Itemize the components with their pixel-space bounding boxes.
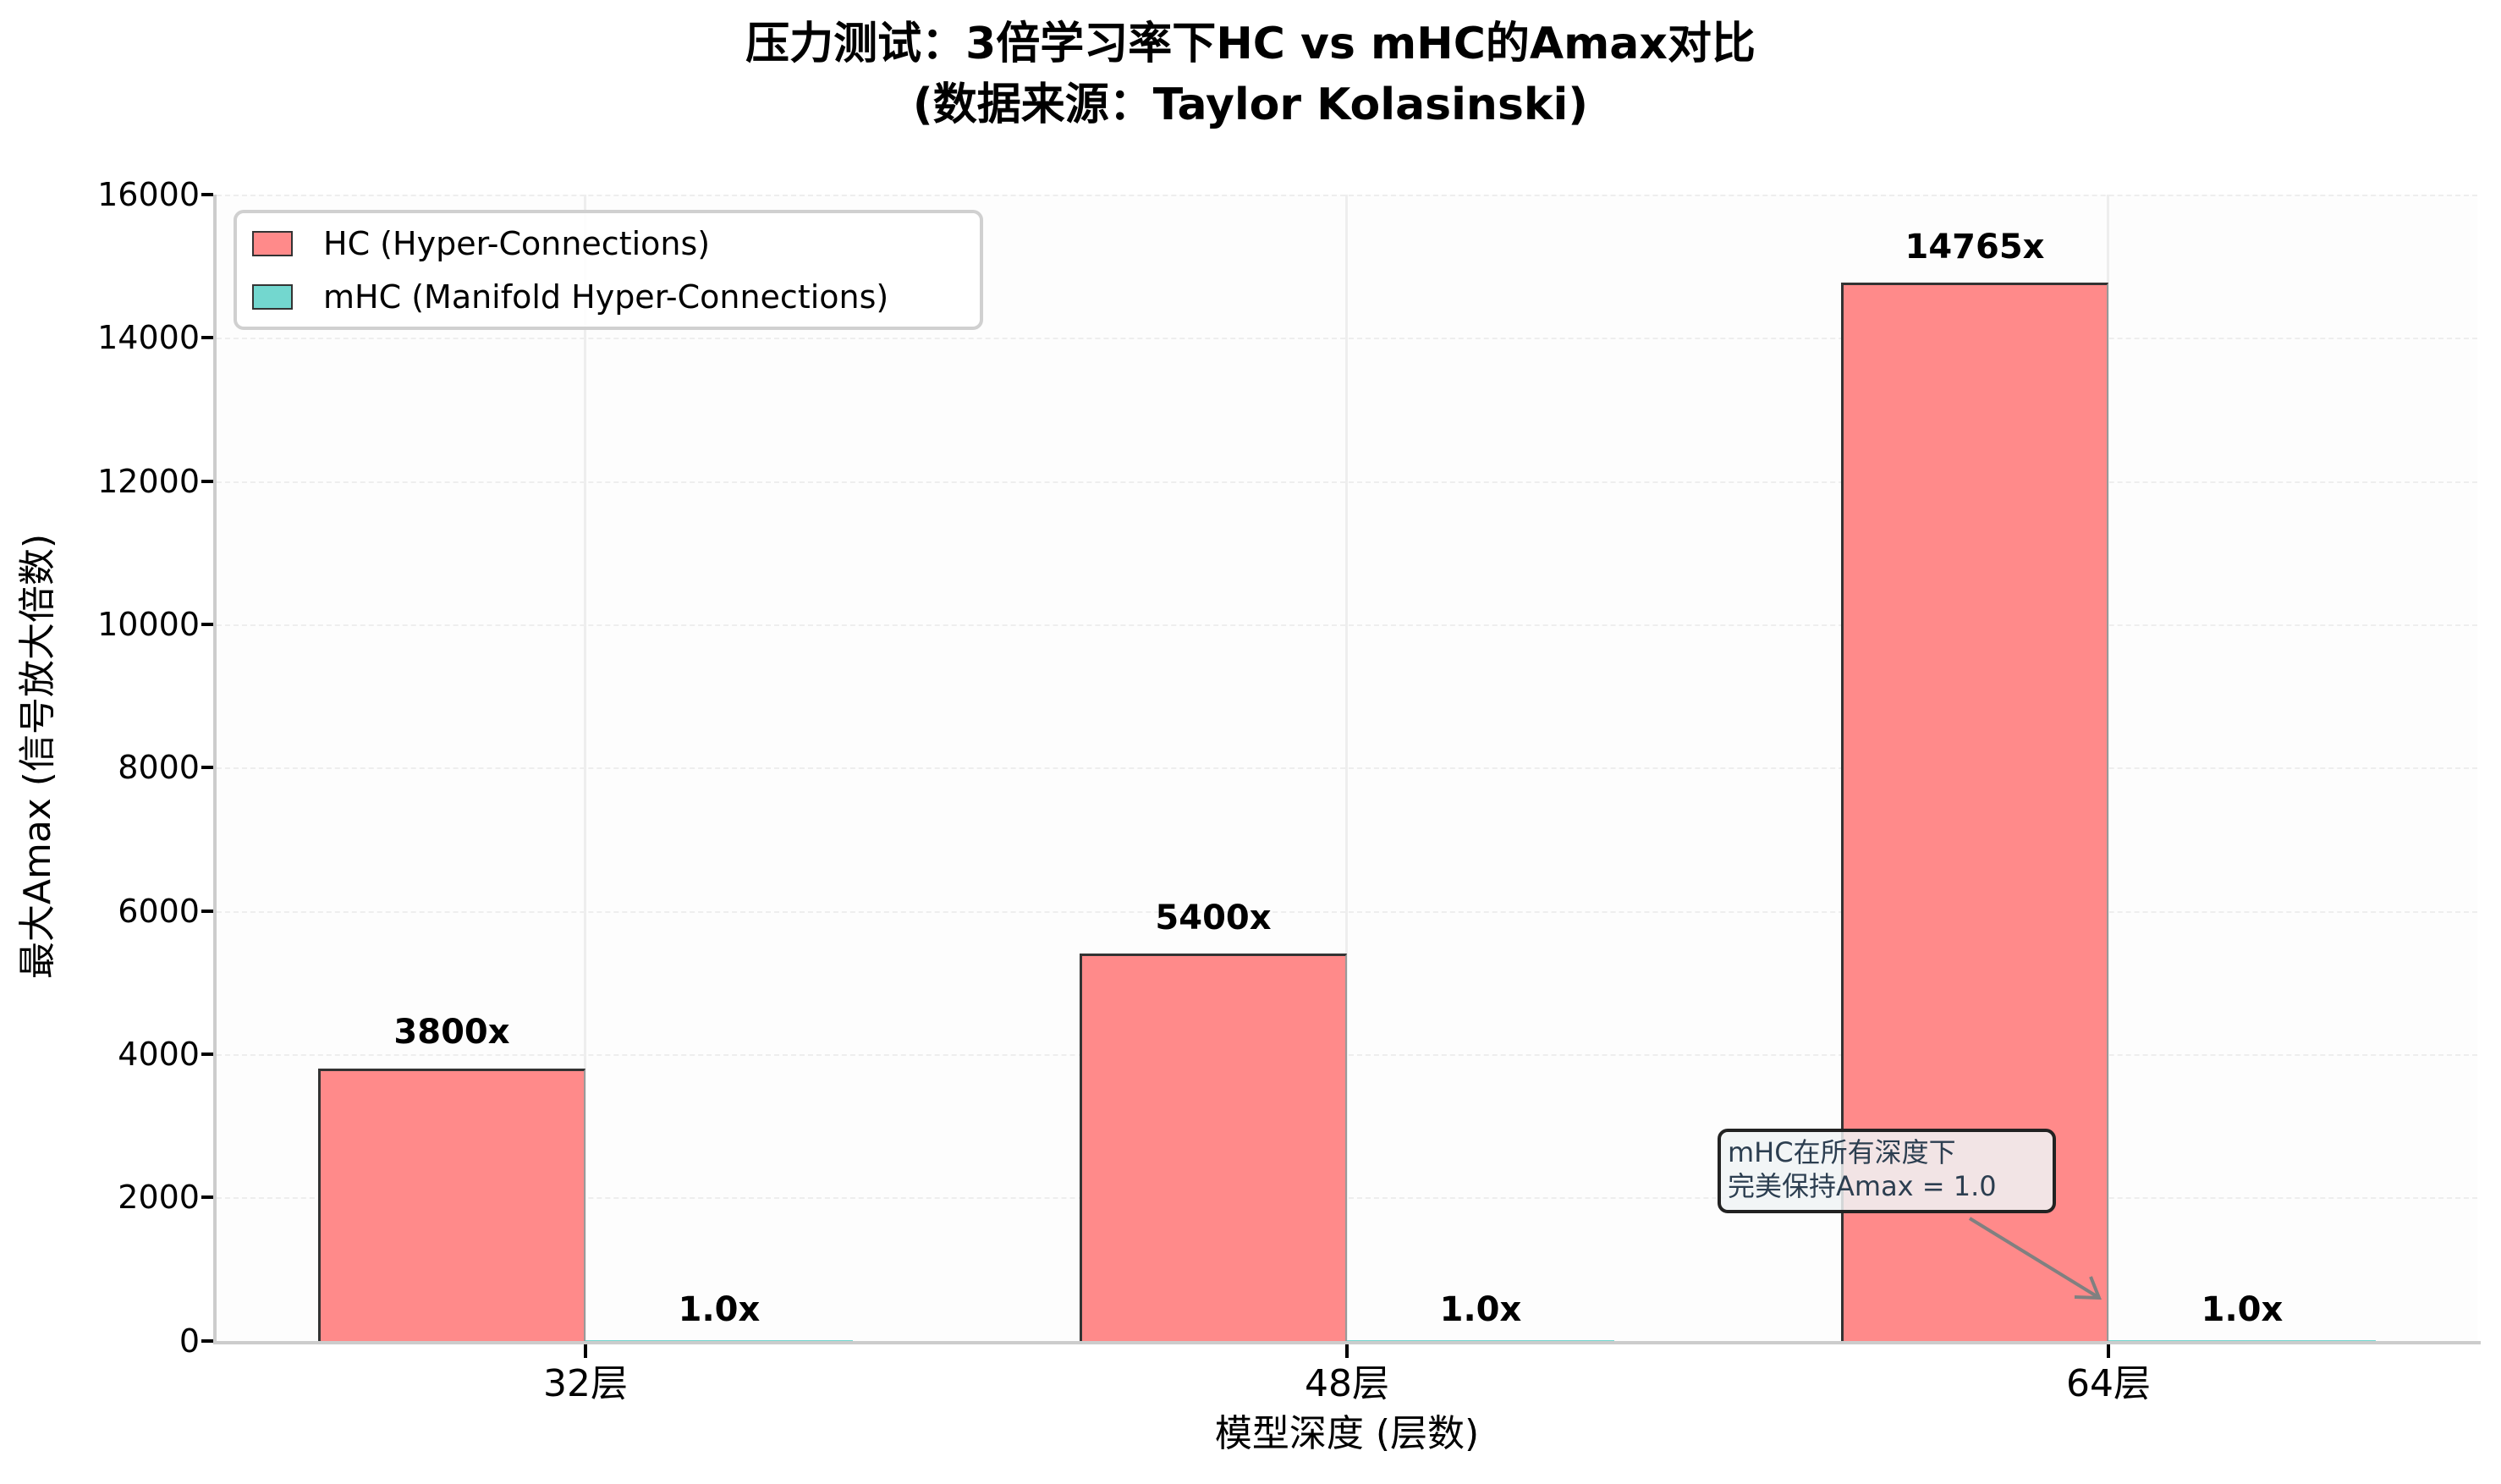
- y-tick-label: 10000: [97, 606, 200, 643]
- y-tick-mark: [201, 193, 213, 196]
- x-axis-label: 模型深度 (层数): [1214, 1412, 1480, 1455]
- x-tick-mark: [1345, 1344, 1349, 1358]
- legend-label-hc: HC (Hyper-Connections): [323, 225, 711, 262]
- y-tick-mark: [201, 336, 213, 339]
- y-tick-label: 16000: [97, 176, 200, 213]
- legend-swatch-hc: [252, 231, 293, 256]
- bar-hc-32[interactable]: [318, 1069, 585, 1341]
- annotation-line-2: 完美保持Amax = 1.0: [1728, 1170, 1997, 1202]
- y-tick-label: 8000: [118, 749, 200, 786]
- bar-mhc-48[interactable]: [1347, 1340, 1614, 1341]
- legend-label-mhc: mHC (Manifold Hyper-Connections): [323, 278, 889, 316]
- y-tick-label: 0: [179, 1322, 200, 1360]
- y-tick-label: 6000: [118, 893, 200, 930]
- y-tick-mark: [201, 1339, 213, 1343]
- y-tick-label: 4000: [118, 1036, 200, 1073]
- legend-swatch-mhc: [252, 284, 293, 310]
- x-tick-label-48: 48层: [1305, 1362, 1389, 1405]
- x-tick-label-32: 32层: [543, 1362, 628, 1405]
- annotation-box: mHC在所有深度下 完美保持Amax = 1.0: [1718, 1129, 2056, 1213]
- y-tick-mark: [201, 766, 213, 769]
- y-tick-label: 14000: [97, 319, 200, 356]
- x-tick-mark: [2107, 1344, 2110, 1358]
- bar-mhc-64[interactable]: [2108, 1340, 2376, 1341]
- y-tick-mark: [201, 1195, 213, 1199]
- legend: HC (Hyper-Connections) mHC (Manifold Hyp…: [234, 210, 983, 330]
- legend-item-mhc[interactable]: mHC (Manifold Hyper-Connections): [252, 278, 889, 316]
- y-tick-mark: [201, 1053, 213, 1056]
- annotation-line-1: mHC在所有深度下: [1728, 1136, 1956, 1168]
- value-label-mhc-48: 1.0x: [1439, 1290, 1522, 1329]
- grid-line-x-48: [1345, 195, 1348, 1341]
- bar-hc-48[interactable]: [1080, 954, 1347, 1341]
- chart-title: 压力测试：3倍学习率下HC vs mHC的Amax对比: [745, 19, 1756, 69]
- y-axis-label: 最大Amax (信号放大倍数): [16, 533, 59, 980]
- grid-line-x-32: [584, 195, 586, 1341]
- legend-item-hc[interactable]: HC (Hyper-Connections): [252, 225, 711, 262]
- value-label-mhc-32: 1.0x: [678, 1290, 761, 1329]
- value-label-mhc-64: 1.0x: [2201, 1290, 2284, 1329]
- plot-area: 3800x 5400x 14765x 1.0x 1.0x 1.0x: [217, 195, 2477, 1341]
- value-label-hc-32: 3800x: [393, 1013, 510, 1052]
- y-tick-mark: [201, 910, 213, 913]
- value-label-hc-48: 5400x: [1155, 899, 1272, 937]
- bar-mhc-32[interactable]: [585, 1340, 853, 1341]
- chart-subtitle: (数据来源：Taylor Kolasinski): [912, 80, 1589, 130]
- y-axis-spine: [213, 195, 217, 1344]
- value-label-hc-64: 14765x: [1905, 228, 2045, 267]
- x-tick-label-64: 64层: [2066, 1362, 2151, 1405]
- x-tick-mark: [584, 1344, 587, 1358]
- y-tick-mark: [201, 480, 213, 483]
- y-tick-mark: [201, 623, 213, 626]
- y-tick-label: 12000: [97, 463, 200, 500]
- x-axis-spine: [213, 1341, 2481, 1344]
- y-tick-label: 2000: [118, 1179, 200, 1216]
